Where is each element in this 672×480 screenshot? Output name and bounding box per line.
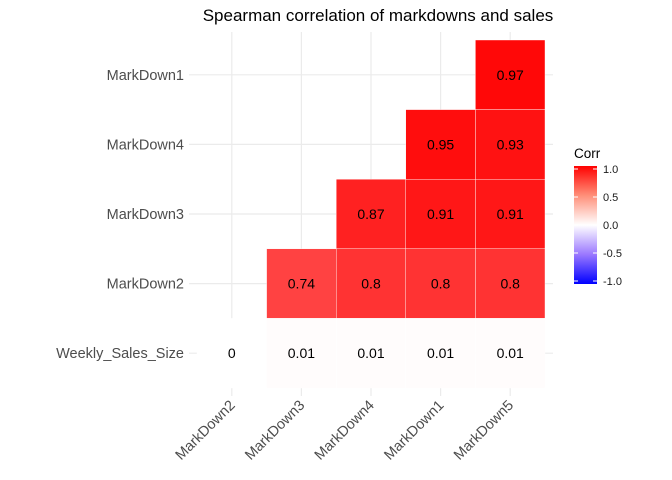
heatmap-cell — [475, 248, 546, 319]
cell-value-label: 0 — [228, 345, 236, 361]
x-tick-label: MarkDown5 — [451, 398, 517, 464]
cell-value-label: 0.8 — [431, 276, 451, 292]
legend-tick-label: 0.5 — [603, 192, 618, 204]
cell-value-label: 0.74 — [288, 276, 315, 292]
x-tick-label: MarkDown3 — [242, 398, 308, 464]
heatmap-cells — [196, 39, 546, 389]
legend-tick-label: 0.0 — [603, 220, 618, 232]
heatmap-cell — [405, 318, 476, 389]
cell-value-label: 0.01 — [357, 345, 384, 361]
x-axis-ticks: MarkDown2 MarkDown3 MarkDown4 MarkDown1 Mark… — [173, 398, 517, 464]
cell-value-label: 0.91 — [427, 206, 454, 222]
heatmap-cell — [336, 318, 407, 389]
cell-value-label: 0.95 — [427, 136, 454, 152]
cell-value-label: 0.97 — [497, 67, 524, 83]
x-tick-label: MarkDown2 — [173, 398, 239, 464]
chart-title: Spearman correlation of markdowns and sa… — [203, 6, 554, 25]
legend-tick-label: 1.0 — [603, 164, 618, 176]
color-legend: Corr 1.0 0.5 0.0 -0.5 -1.0 — [574, 146, 622, 288]
legend-tick-label: -1.0 — [603, 276, 622, 288]
cell-value-label: 0.01 — [427, 345, 454, 361]
cell-value-label: 0.91 — [497, 206, 524, 222]
y-tick-label: Weekly_Sales_Size — [56, 346, 184, 362]
heatmap-cell — [266, 318, 337, 389]
y-tick-label: MarkDown1 — [107, 68, 184, 84]
cell-value-label: 0.93 — [497, 136, 524, 152]
cell-value-label: 0.01 — [497, 345, 524, 361]
cell-value-label: 0.8 — [361, 276, 381, 292]
heatmap-cell — [336, 178, 407, 249]
legend-tick-label: -0.5 — [603, 248, 622, 260]
y-tick-label: MarkDown3 — [107, 207, 184, 223]
heatmap-cell — [266, 248, 337, 319]
legend-title: Corr — [574, 146, 601, 161]
heatmap-cell — [336, 248, 407, 319]
y-tick-label: MarkDown2 — [107, 277, 184, 293]
heatmap-cell — [475, 318, 546, 389]
heatmap-cell — [196, 318, 267, 389]
legend-ticks: 1.0 0.5 0.0 -0.5 -1.0 — [574, 164, 622, 288]
cell-value-label: 0.01 — [288, 345, 315, 361]
cell-value-label: 0.8 — [500, 276, 520, 292]
heatmap-cell — [475, 178, 546, 249]
heatmap-cell — [475, 39, 546, 110]
heatmap-cell — [405, 178, 476, 249]
x-tick-label: MarkDown1 — [381, 398, 447, 464]
y-axis-ticks: MarkDown1 MarkDown4 MarkDown3 MarkDown2 Week… — [56, 68, 184, 362]
y-tick-label: MarkDown4 — [107, 137, 184, 153]
heatmap-cell — [405, 109, 476, 180]
cell-value-label: 0.87 — [357, 206, 384, 222]
heatmap-cell — [405, 248, 476, 319]
x-tick-label: MarkDown4 — [312, 398, 378, 464]
legend-colorbar — [574, 166, 597, 284]
cell-value-labels: 0.97 0.95 0.93 0.87 0.91 0.91 0.74 0.8 0.8 0.8 0 0.… — [228, 67, 524, 361]
